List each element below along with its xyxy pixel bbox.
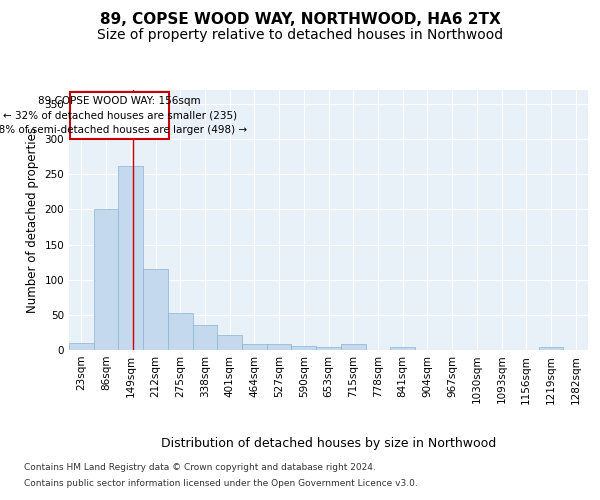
- Bar: [316, 347, 341, 350]
- Text: Contains public sector information licensed under the Open Government Licence v3: Contains public sector information licen…: [24, 478, 418, 488]
- FancyBboxPatch shape: [70, 92, 169, 139]
- Bar: [94, 210, 118, 350]
- Bar: [143, 269, 168, 350]
- Bar: [292, 346, 316, 350]
- Text: Distribution of detached houses by size in Northwood: Distribution of detached houses by size …: [161, 438, 496, 450]
- Bar: [168, 314, 193, 350]
- Bar: [539, 347, 563, 350]
- Bar: [217, 334, 242, 350]
- Bar: [341, 344, 365, 350]
- Bar: [193, 326, 217, 350]
- Bar: [69, 343, 94, 350]
- Bar: [118, 166, 143, 350]
- Text: 89 COPSE WOOD WAY: 156sqm
← 32% of detached houses are smaller (235)
68% of semi: 89 COPSE WOOD WAY: 156sqm ← 32% of detac…: [0, 96, 247, 136]
- Bar: [242, 344, 267, 350]
- Text: 89, COPSE WOOD WAY, NORTHWOOD, HA6 2TX: 89, COPSE WOOD WAY, NORTHWOOD, HA6 2TX: [100, 12, 500, 28]
- Bar: [267, 344, 292, 350]
- Bar: [390, 347, 415, 350]
- Text: Size of property relative to detached houses in Northwood: Size of property relative to detached ho…: [97, 28, 503, 42]
- Y-axis label: Number of detached properties: Number of detached properties: [26, 127, 39, 313]
- Text: Contains HM Land Registry data © Crown copyright and database right 2024.: Contains HM Land Registry data © Crown c…: [24, 464, 376, 472]
